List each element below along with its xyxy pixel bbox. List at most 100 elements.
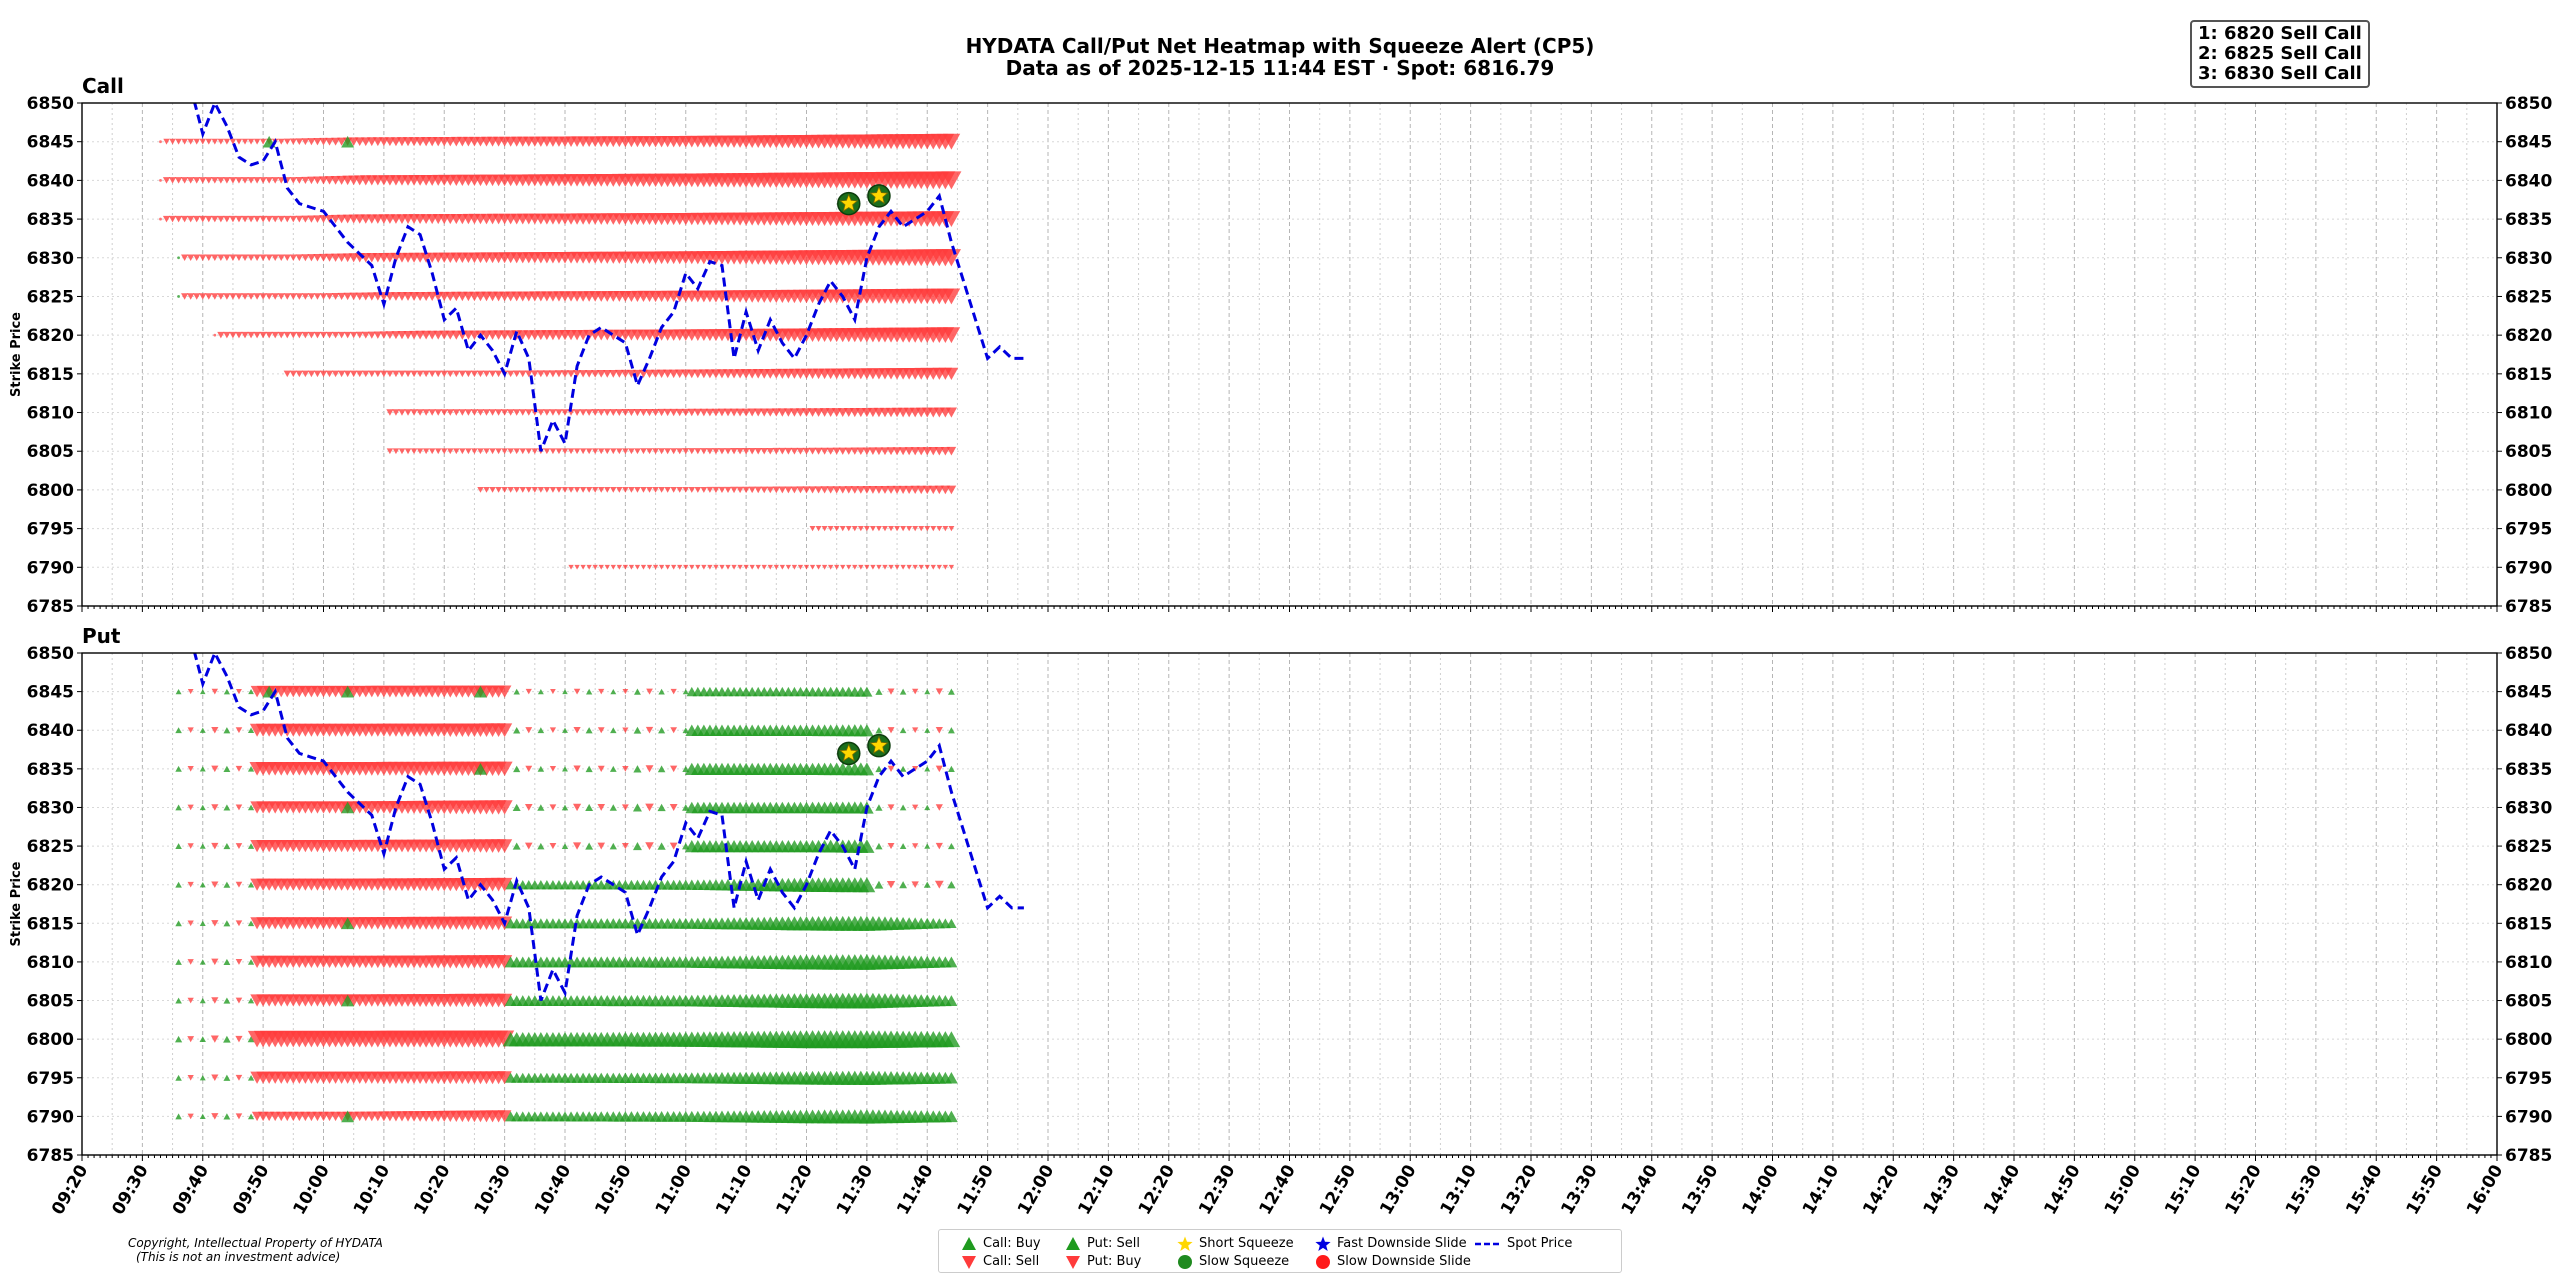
sell-triangle bbox=[634, 487, 641, 493]
strike-row-6825 bbox=[177, 288, 961, 305]
sell-triangle bbox=[930, 564, 936, 570]
sell-triangle bbox=[670, 727, 678, 734]
sell-triangle bbox=[948, 564, 955, 570]
buy-triangle bbox=[199, 804, 206, 811]
buy-triangle bbox=[585, 842, 594, 850]
sell-triangle bbox=[398, 409, 406, 416]
sell-triangle bbox=[211, 688, 219, 695]
sell-triangle bbox=[458, 370, 466, 378]
sell-triangle bbox=[277, 331, 285, 339]
buy-triangle bbox=[633, 726, 642, 734]
sell-triangle bbox=[608, 369, 618, 378]
x-tick-label: 09:30 bbox=[108, 1161, 152, 1218]
sell-triangle bbox=[217, 215, 225, 223]
strike-row-6840 bbox=[175, 723, 955, 738]
sell-triangle bbox=[753, 408, 763, 417]
sell-triangle bbox=[368, 370, 376, 378]
sell-triangle bbox=[422, 370, 430, 378]
buy-triangle bbox=[247, 881, 255, 888]
sell-triangle bbox=[639, 408, 648, 417]
y-tick-label: 6825 bbox=[2505, 287, 2552, 307]
sell-triangle bbox=[295, 331, 303, 339]
sell-triangle bbox=[783, 408, 794, 417]
sell-triangle bbox=[795, 408, 806, 417]
strike-row-6815 bbox=[283, 367, 959, 380]
y-tick-label: 6850 bbox=[2505, 644, 2552, 664]
sell-triangle bbox=[211, 726, 219, 734]
sell-triangle bbox=[409, 330, 419, 340]
sell-triangle bbox=[940, 485, 951, 495]
buy-triangle bbox=[658, 727, 666, 734]
x-tick-label: 13:20 bbox=[1497, 1161, 1541, 1218]
sell-triangle bbox=[900, 525, 907, 532]
sell-triangle bbox=[662, 369, 673, 379]
buy-triangle bbox=[175, 1074, 182, 1081]
sell-triangle bbox=[555, 409, 563, 416]
x-tick-label: 13:50 bbox=[1678, 1161, 1722, 1218]
sell-triangle bbox=[397, 331, 407, 340]
sell-triangle bbox=[900, 564, 906, 570]
spot-price-line bbox=[193, 103, 1024, 452]
sell-triangle bbox=[713, 564, 719, 570]
sell-triangle bbox=[839, 525, 846, 532]
sell-triangle bbox=[325, 293, 334, 300]
sell-triangle bbox=[549, 487, 557, 493]
sell-triangle bbox=[348, 137, 359, 147]
legend-item: Slow Squeeze bbox=[1177, 1253, 1289, 1271]
buy-triangle bbox=[924, 727, 931, 733]
sell-triangle bbox=[223, 138, 231, 145]
sell-triangle bbox=[936, 564, 942, 570]
sell-triangle bbox=[187, 1036, 195, 1043]
sell-triangle bbox=[319, 370, 328, 378]
sell-triangle bbox=[652, 564, 659, 570]
y-tick-label: 6845 bbox=[27, 133, 74, 153]
buy-triangle bbox=[223, 1035, 231, 1043]
buy-triangle bbox=[175, 1035, 183, 1043]
sell-triangle bbox=[355, 292, 365, 301]
sell-triangle bbox=[271, 215, 279, 223]
buy-triangle bbox=[247, 997, 255, 1004]
y-tick-label: 6830 bbox=[2505, 798, 2552, 818]
sell-triangle bbox=[894, 525, 901, 532]
sell-triangle bbox=[501, 448, 508, 455]
sell-triangle bbox=[827, 525, 834, 532]
buy-triangle bbox=[610, 688, 617, 695]
sell-triangle bbox=[543, 448, 551, 455]
buy-triangle bbox=[175, 804, 182, 811]
sell-triangle bbox=[572, 842, 582, 850]
buy-triangle bbox=[657, 765, 666, 773]
sell-triangle bbox=[235, 920, 243, 927]
sell-triangle bbox=[681, 408, 690, 417]
sell-triangle bbox=[187, 959, 194, 965]
sell-triangle bbox=[495, 487, 502, 493]
sell-triangle bbox=[229, 293, 237, 300]
legend-label: Call: Sell bbox=[983, 1254, 1040, 1269]
sell-triangle bbox=[483, 448, 490, 455]
sell-triangle bbox=[828, 564, 834, 570]
sell-triangle bbox=[935, 765, 943, 773]
sell-triangle bbox=[241, 138, 249, 145]
sell-triangle bbox=[452, 370, 460, 378]
sell-triangle bbox=[609, 409, 618, 416]
copyright-line-2: (This is not an investment advice) bbox=[136, 1250, 341, 1264]
sell-triangle bbox=[470, 370, 479, 378]
sell-triangle bbox=[313, 254, 322, 262]
sell-triangle bbox=[912, 804, 919, 811]
sell-triangle bbox=[796, 447, 805, 455]
sell-triangle bbox=[543, 370, 551, 378]
sell-triangle bbox=[887, 688, 895, 695]
sell-triangle bbox=[864, 564, 870, 570]
sell-triangle bbox=[229, 254, 237, 262]
sell-triangle bbox=[814, 486, 823, 494]
y-tick-label: 6800 bbox=[27, 1030, 74, 1050]
sell-triangle bbox=[622, 448, 629, 455]
sell-triangle bbox=[742, 486, 750, 494]
sell-triangle bbox=[785, 564, 792, 570]
sell-triangle bbox=[193, 177, 201, 184]
sell-triangle bbox=[898, 485, 908, 494]
sell-triangle bbox=[271, 293, 279, 300]
sell-triangle bbox=[361, 331, 370, 339]
sell-triangle bbox=[622, 727, 629, 734]
legend-label: Slow Downside Slide bbox=[1337, 1254, 1471, 1269]
sell-triangle bbox=[325, 253, 335, 262]
